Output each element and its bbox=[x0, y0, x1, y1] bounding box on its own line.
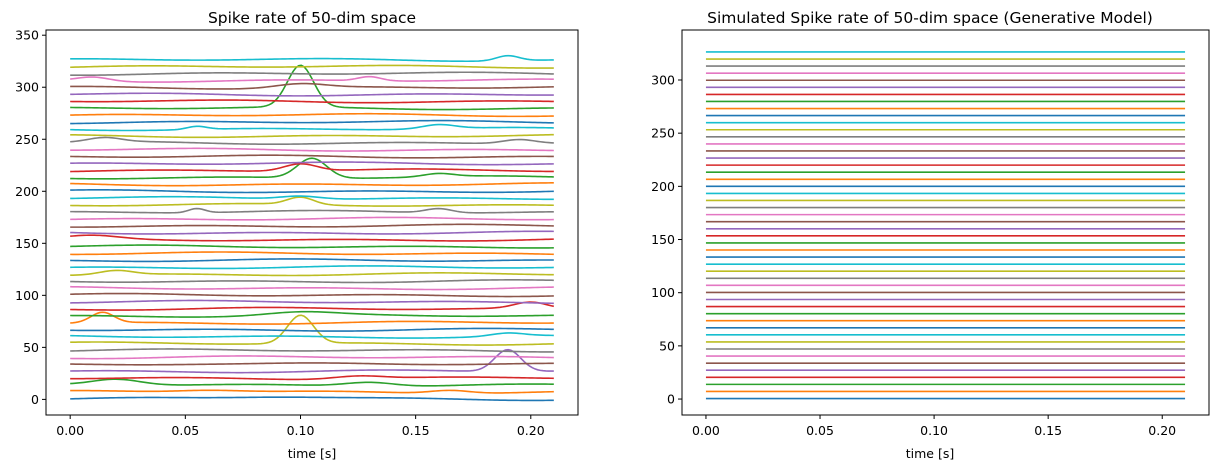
chart-right-x-ticks: 0.00 0.05 0.10 0.15 0.20 bbox=[692, 415, 1176, 438]
chart-left-series-line bbox=[70, 355, 554, 360]
chart-left-series-line bbox=[70, 230, 554, 235]
chart-left-spike-rate: Spike rate of 50-dim space 0.00 0.05 0.10 0… bbox=[15, 9, 579, 461]
chart-left-series-line bbox=[70, 311, 554, 325]
chart-left-series-line bbox=[70, 348, 554, 353]
chart-right-simulated-spike-rate: Simulated Spike rate of 50-dim space (Ge… bbox=[651, 9, 1210, 461]
chart-left-series-line bbox=[70, 195, 554, 201]
chart-left-series-line bbox=[70, 223, 554, 228]
chart-right-x-tick-label: 0.00 bbox=[692, 423, 720, 438]
chart-right-series-group bbox=[705, 51, 1186, 400]
chart-left-series-line bbox=[70, 147, 554, 152]
chart-left-series-line bbox=[70, 285, 554, 291]
chart-left-series-line bbox=[70, 64, 554, 69]
chart-left-series-line bbox=[70, 189, 554, 194]
chart-left-series-line bbox=[70, 154, 554, 159]
chart-left-y-tick-label: 350 bbox=[15, 28, 39, 43]
chart-left-x-tick-label: 0.15 bbox=[402, 423, 430, 438]
chart-left-series-line bbox=[70, 207, 554, 214]
chart-left-title: Spike rate of 50-dim space bbox=[208, 9, 416, 27]
chart-left-series-line bbox=[70, 310, 554, 318]
chart-right-x-tick-label: 0.05 bbox=[806, 423, 834, 438]
chart-left-series-line bbox=[70, 64, 554, 111]
chart-left-y-ticks: 0 50 100 150 200 250 300 350 bbox=[15, 28, 46, 407]
chart-left-series-line bbox=[70, 133, 554, 139]
chart-right-x-axis-label: time [s] bbox=[906, 446, 954, 461]
chart-left-y-tick-label: 150 bbox=[15, 236, 39, 251]
chart-left-axes-frame bbox=[45, 29, 579, 416]
chart-left-series-line bbox=[70, 119, 554, 125]
chart-left-series-line bbox=[70, 292, 554, 298]
chart-left-series-line bbox=[70, 299, 554, 305]
chart-left-series-line bbox=[70, 244, 554, 249]
chart-left-series-line bbox=[70, 362, 554, 366]
chart-right-y-tick-label: 0 bbox=[667, 392, 675, 407]
chart-left-y-tick-label: 300 bbox=[15, 80, 39, 95]
chart-left-series-line bbox=[70, 216, 554, 221]
chart-left-series-line bbox=[70, 112, 554, 118]
chart-left-series-line bbox=[70, 269, 554, 277]
chart-left-series-line bbox=[70, 71, 554, 77]
chart-left-x-axis-label: time [s] bbox=[288, 446, 336, 461]
chart-right-y-ticks: 0 50 100 150 200 250 300 bbox=[651, 72, 682, 407]
chart-left-series-line bbox=[70, 234, 554, 242]
chart-left-series-line bbox=[70, 378, 554, 387]
chart-left-series-line bbox=[70, 348, 554, 374]
chart-right-y-tick-label: 50 bbox=[659, 338, 675, 353]
chart-left-x-ticks: 0.00 0.05 0.10 0.15 0.20 bbox=[56, 415, 545, 438]
chart-left-series-line bbox=[70, 99, 554, 104]
chart-right-x-tick-label: 0.20 bbox=[1148, 423, 1176, 438]
chart-left-series-line bbox=[70, 327, 554, 332]
chart-left-x-tick-label: 0.05 bbox=[171, 423, 199, 438]
chart-left-series-line bbox=[70, 123, 554, 132]
chart-right-y-tick-label: 300 bbox=[651, 72, 675, 87]
chart-left-x-tick-label: 0.10 bbox=[287, 423, 315, 438]
chart-left-series-group bbox=[70, 54, 554, 402]
chart-left-series-line bbox=[70, 54, 554, 63]
chart-left-series-line bbox=[70, 162, 554, 173]
chart-left-series-line bbox=[70, 82, 554, 90]
chart-left-x-tick-label: 0.00 bbox=[56, 423, 84, 438]
chart-left-y-tick-label: 250 bbox=[15, 132, 39, 147]
chart-left-y-tick-label: 50 bbox=[23, 340, 39, 355]
chart-left-series-line bbox=[70, 375, 554, 381]
chart-left-y-tick-label: 0 bbox=[31, 392, 39, 407]
chart-left-series-line bbox=[70, 301, 554, 311]
chart-left-series-line bbox=[70, 75, 554, 83]
chart-left-series-line bbox=[70, 265, 554, 270]
chart-right-axes-frame bbox=[681, 29, 1210, 416]
chart-right-y-tick-label: 250 bbox=[651, 126, 675, 141]
chart-left-series-line bbox=[70, 196, 554, 207]
chart-left-series-line bbox=[70, 279, 554, 284]
chart-left-series-line bbox=[70, 396, 554, 402]
chart-left-y-tick-label: 100 bbox=[15, 288, 39, 303]
chart-left-series-line bbox=[70, 389, 554, 394]
chart-right-y-tick-label: 100 bbox=[651, 285, 675, 300]
chart-left-x-tick-label: 0.20 bbox=[517, 423, 545, 438]
chart-right-x-tick-label: 0.15 bbox=[1034, 423, 1062, 438]
chart-left-series-line bbox=[70, 92, 554, 97]
chart-right-x-tick-label: 0.10 bbox=[920, 423, 948, 438]
chart-left-series-line bbox=[70, 161, 554, 166]
chart-left-series-line bbox=[70, 182, 554, 187]
chart-right-y-tick-label: 150 bbox=[651, 232, 675, 247]
chart-left-series-line bbox=[70, 136, 554, 145]
chart-right-y-tick-label: 200 bbox=[651, 179, 675, 194]
chart-left-series-line bbox=[70, 157, 554, 180]
chart-right-title: Simulated Spike rate of 50-dim space (Ge… bbox=[707, 9, 1153, 27]
chart-left-series-line bbox=[70, 251, 554, 256]
chart-left-series-line bbox=[70, 332, 554, 339]
chart-left-y-tick-label: 200 bbox=[15, 184, 39, 199]
chart-left-series-line bbox=[70, 258, 554, 263]
